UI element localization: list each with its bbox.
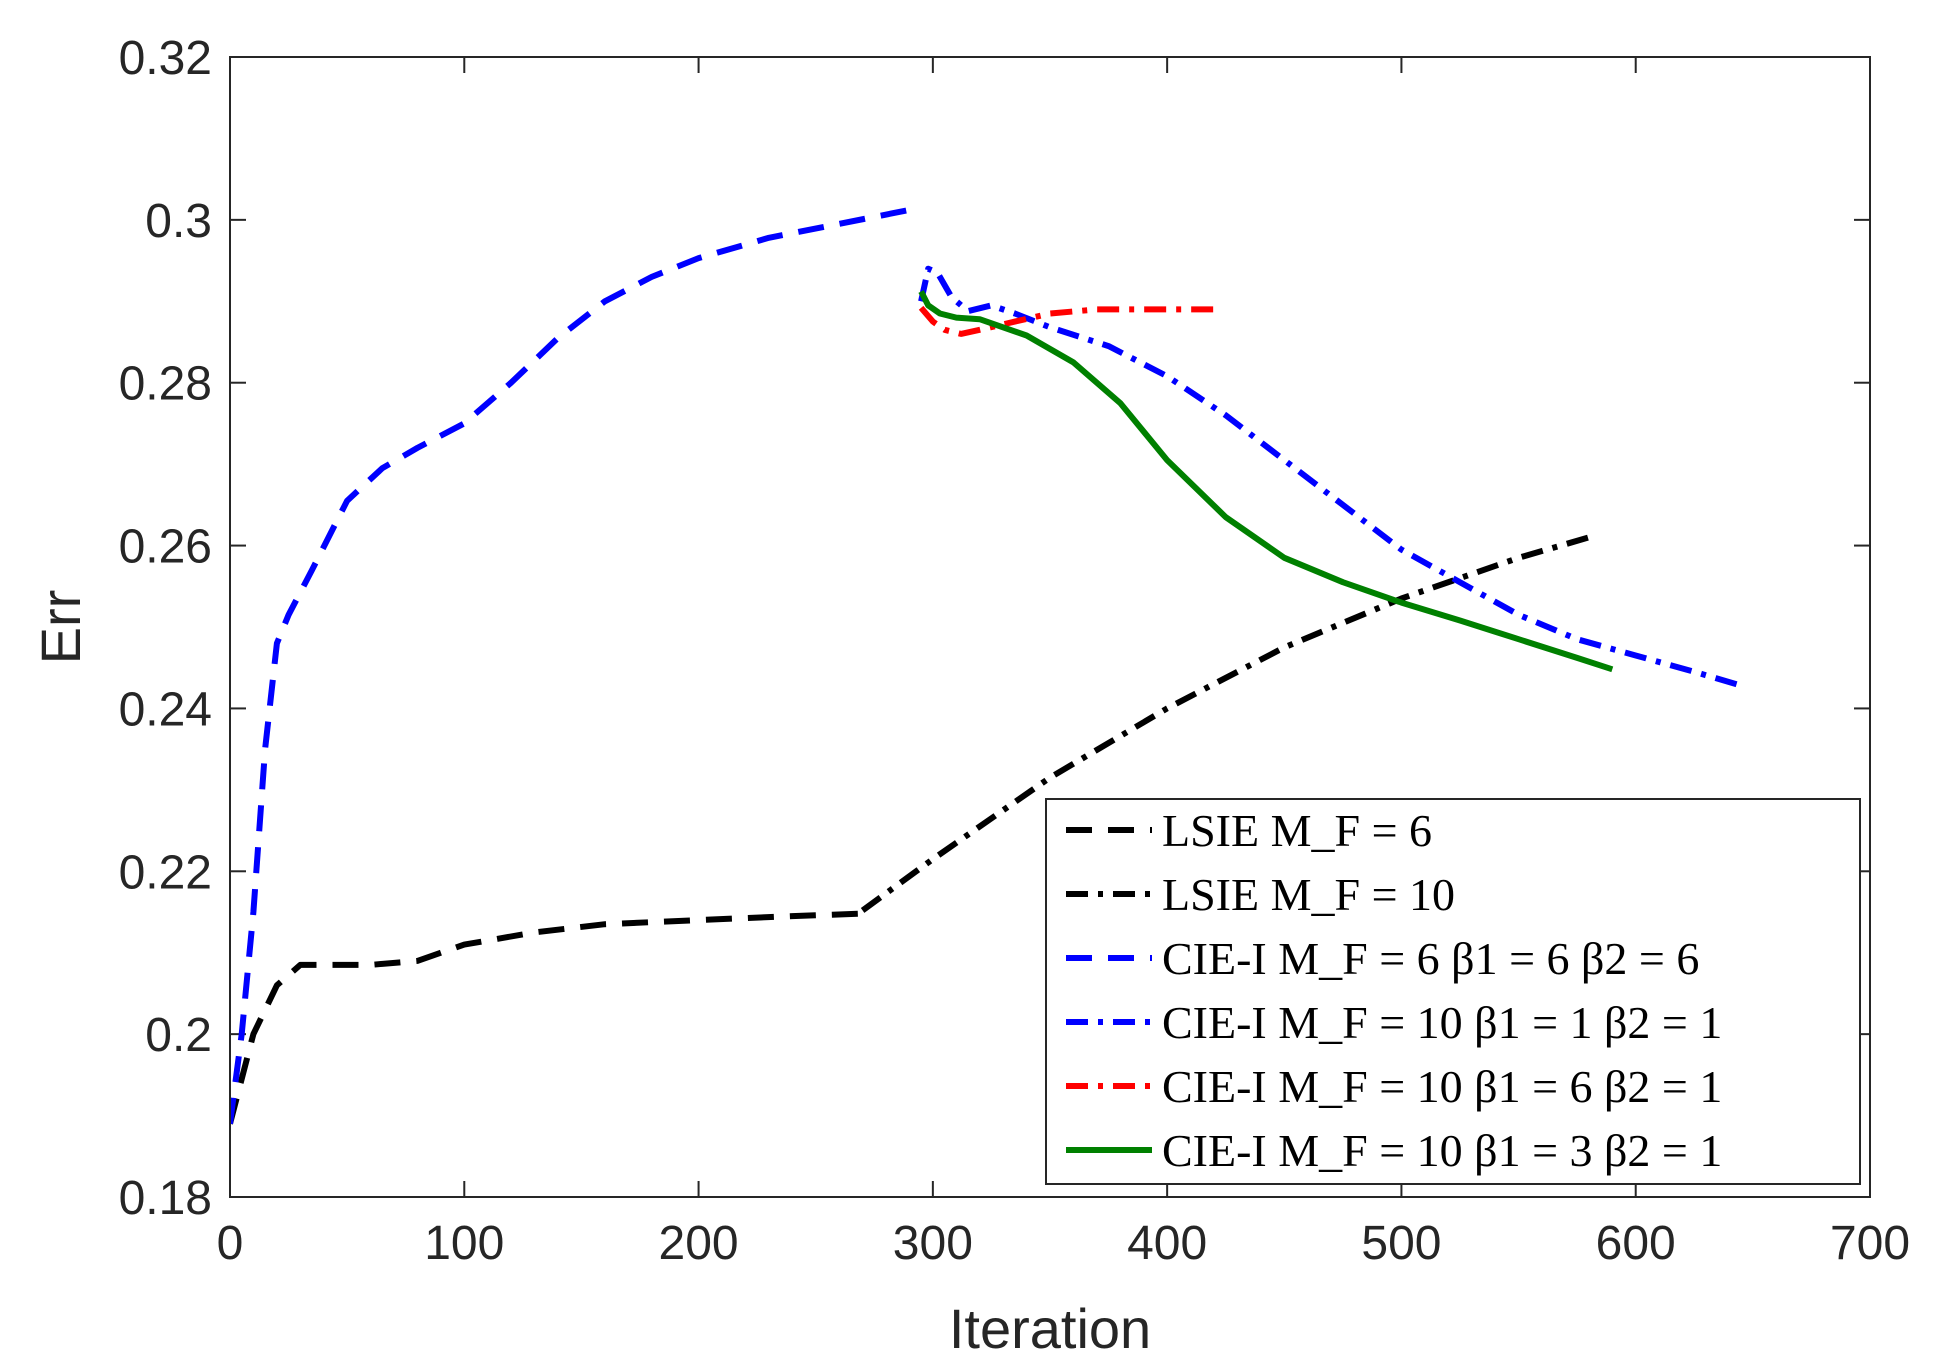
x-tick-label: 500 — [1361, 1217, 1441, 1270]
x-tick-label: 700 — [1830, 1217, 1910, 1270]
series-layer — [230, 204, 1742, 1125]
y-tick-label: 0.2 — [145, 1009, 212, 1062]
legend-label-lsie-m-f-10: LSIE M_F = 10 — [1162, 869, 1455, 920]
x-tick-label: 0 — [217, 1217, 244, 1270]
legend-label-cie-i-m-f-10-1-3-2-1: CIE-I M_F = 10 β1 = 3 β2 = 1 — [1162, 1125, 1722, 1176]
x-tick-label: 300 — [893, 1217, 973, 1270]
legend-label-cie-i-m-f-10-1-1-2-1: CIE-I M_F = 10 β1 = 1 β2 = 1 — [1162, 997, 1722, 1048]
series-line-lsie-m-f-10 — [860, 534, 1590, 913]
x-tick-label: 100 — [424, 1217, 504, 1270]
x-axis-label: Iteration — [949, 1297, 1151, 1360]
y-tick-label: 0.22 — [119, 846, 212, 899]
legend-label-lsie-m-f-6: LSIE M_F = 6 — [1162, 805, 1432, 856]
legend-label-cie-i-m-f-6-1-6-2-6: CIE-I M_F = 6 β1 = 6 β2 = 6 — [1162, 933, 1699, 984]
plot-frame — [229, 56, 1871, 1198]
y-tick-label: 0.24 — [119, 683, 212, 736]
x-tick-label: 400 — [1127, 1217, 1207, 1270]
series-line-cie-i-m-f-6-1-6-2-6 — [230, 204, 922, 1125]
series-line-cie-i-m-f-10-1-1-2-1 — [918, 265, 1742, 689]
legend-entries: LSIE M_F = 6 LSIE M_F = 10 CIE-I M_F = 6 β… — [1066, 805, 1722, 1176]
series-line-cie-i-m-f-10-1-3-2-1 — [918, 290, 1614, 673]
legend-label-cie-i-m-f-10-1-6-2-1: CIE-I M_F = 10 β1 = 6 β2 = 1 — [1162, 1061, 1722, 1112]
y-tick-label: 0.32 — [119, 32, 212, 85]
y-tick-label: 0.18 — [119, 1172, 212, 1225]
x-tick-label: 600 — [1596, 1217, 1676, 1270]
y-tick-label: 0.28 — [119, 358, 212, 411]
legend-box — [1045, 798, 1861, 1185]
series-line-lsie-m-f-6 — [230, 910, 863, 1125]
y-axis-label: Err — [29, 590, 92, 665]
axes-layer: 0 100 200 300 400 500 600 700 0.18 0.2 0.22 0.24 0.2… — [119, 32, 1910, 1270]
legend: LSIE M_F = 6 LSIE M_F = 10 CIE-I M_F = 6 β… — [1045, 798, 1861, 1185]
y-tick-label: 0.3 — [145, 195, 212, 248]
x-tick-label: 200 — [659, 1217, 739, 1270]
y-tick-label: 0.26 — [119, 521, 212, 574]
